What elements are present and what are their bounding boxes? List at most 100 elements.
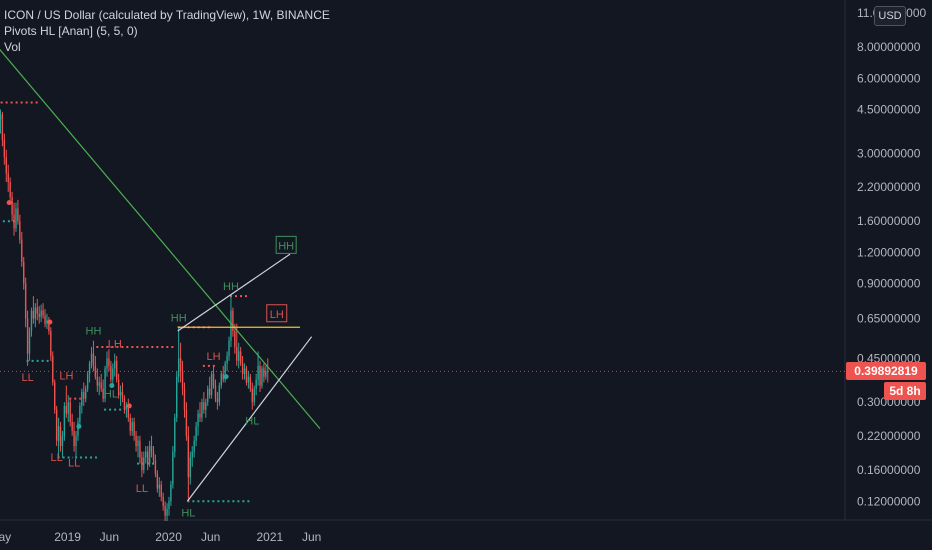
annotation-box-hh: HH xyxy=(275,235,297,254)
candle-body xyxy=(131,421,133,431)
currency-button[interactable]: USD xyxy=(874,6,906,26)
candle-body xyxy=(59,426,62,447)
candle-body xyxy=(208,388,211,396)
price-tick-label: 0.45000000 xyxy=(857,351,921,365)
candle-body xyxy=(255,379,257,389)
candle-body xyxy=(228,340,230,357)
candle-body xyxy=(125,405,128,410)
candle-body xyxy=(3,139,6,157)
time-axis[interactable]: 2018May2019Jun2020Jun2021Jun xyxy=(0,530,321,544)
candle-body xyxy=(187,435,190,478)
trend-line-upper-channel xyxy=(177,253,291,332)
candle-body xyxy=(166,508,168,516)
candle-body xyxy=(133,421,135,436)
annotation-box-lh: LH xyxy=(266,304,288,323)
candle-body xyxy=(189,457,191,478)
candle-body xyxy=(263,368,265,377)
price-tick-label: 4.50000000 xyxy=(857,102,921,116)
candle-body xyxy=(67,402,69,414)
candle-body xyxy=(69,402,71,422)
candle-body xyxy=(135,435,137,447)
candle-body xyxy=(77,421,79,436)
candle-body xyxy=(115,360,118,380)
time-tick-label: Jun xyxy=(100,530,119,544)
pivot-label: LH xyxy=(108,339,122,351)
candle-body xyxy=(265,371,267,377)
price-axis[interactable]: 11.000000008.000000006.000000004.5000000… xyxy=(857,6,927,508)
candle-body xyxy=(249,376,252,389)
candle-body xyxy=(71,421,73,431)
time-tick-label: 2020 xyxy=(155,530,182,544)
candle-body xyxy=(42,310,44,316)
price-tick-label: 2.20000000 xyxy=(857,180,921,194)
grid xyxy=(0,0,932,521)
candle-body xyxy=(234,330,236,347)
candle-body xyxy=(162,496,164,506)
time-tick-label: May xyxy=(0,530,11,544)
candle-body xyxy=(216,398,219,403)
candle-body xyxy=(160,484,162,497)
candle-body xyxy=(201,402,203,418)
volume-title[interactable]: Vol xyxy=(4,40,21,54)
price-tick-label: 3.00000000 xyxy=(857,146,921,160)
candle-body xyxy=(214,385,217,399)
candle-body xyxy=(212,373,215,386)
candle-body xyxy=(137,440,139,447)
candle-body xyxy=(92,353,95,366)
indicator-title[interactable]: Pivots HL [Anan] (5, 5, 0) xyxy=(4,24,138,38)
candle-body xyxy=(174,417,176,452)
annotation-text: LH xyxy=(270,309,284,321)
candle-body xyxy=(181,371,184,389)
candle-body xyxy=(106,358,108,369)
pivot-label: HL xyxy=(104,389,118,401)
candle-body xyxy=(46,320,48,324)
time-tick-label: Jun xyxy=(201,530,220,544)
pivot-label: HH xyxy=(171,312,187,324)
candle-body xyxy=(84,388,87,399)
bar-countdown-tag: 5d 8h xyxy=(884,382,926,401)
candle-body xyxy=(236,346,238,361)
pivot-label: LL xyxy=(136,483,148,495)
candle-body xyxy=(239,351,242,364)
last-price-tag: 0.39892819 xyxy=(846,362,926,381)
time-tick-label: 2021 xyxy=(256,530,283,544)
candle-body xyxy=(170,484,172,502)
candle-body xyxy=(193,440,195,452)
candle-body xyxy=(230,310,232,341)
candle-body xyxy=(195,426,197,441)
signal-dot xyxy=(126,403,132,409)
candle-body xyxy=(17,208,19,222)
candle-body xyxy=(156,473,159,489)
candle-body xyxy=(34,307,37,319)
candle-body xyxy=(185,409,188,436)
candle-body xyxy=(19,221,21,240)
candle-body xyxy=(54,382,56,410)
candle-body xyxy=(94,365,97,377)
candle-body xyxy=(224,363,226,380)
candle-body xyxy=(114,360,116,369)
candle-body xyxy=(152,451,155,461)
candle-body xyxy=(199,413,201,418)
candle-body xyxy=(79,405,81,422)
candle-body xyxy=(52,356,54,383)
candle-body xyxy=(40,310,42,317)
pivot-label: LL xyxy=(68,458,80,470)
pivot-labels: LL LL LL LH HH LH HL LL HH HL LH HH HL HH LH xyxy=(6,200,297,519)
annotation-border xyxy=(275,235,297,254)
time-tick-label: 2019 xyxy=(54,530,81,544)
candle-body xyxy=(96,376,99,386)
candle-body xyxy=(75,435,77,447)
symbol-title[interactable]: ICON / US Dollar (calculated by TradingV… xyxy=(4,8,330,22)
candle-body xyxy=(183,388,186,410)
candle-body xyxy=(191,451,193,458)
candle-body xyxy=(98,382,100,386)
candle-body xyxy=(129,417,131,431)
candle-body xyxy=(24,283,27,319)
candle-body xyxy=(63,405,66,436)
signal-dot xyxy=(223,374,229,380)
candle-body xyxy=(81,391,83,406)
candle-body xyxy=(9,182,11,198)
candle-body xyxy=(57,426,60,441)
candle-body xyxy=(88,363,91,374)
